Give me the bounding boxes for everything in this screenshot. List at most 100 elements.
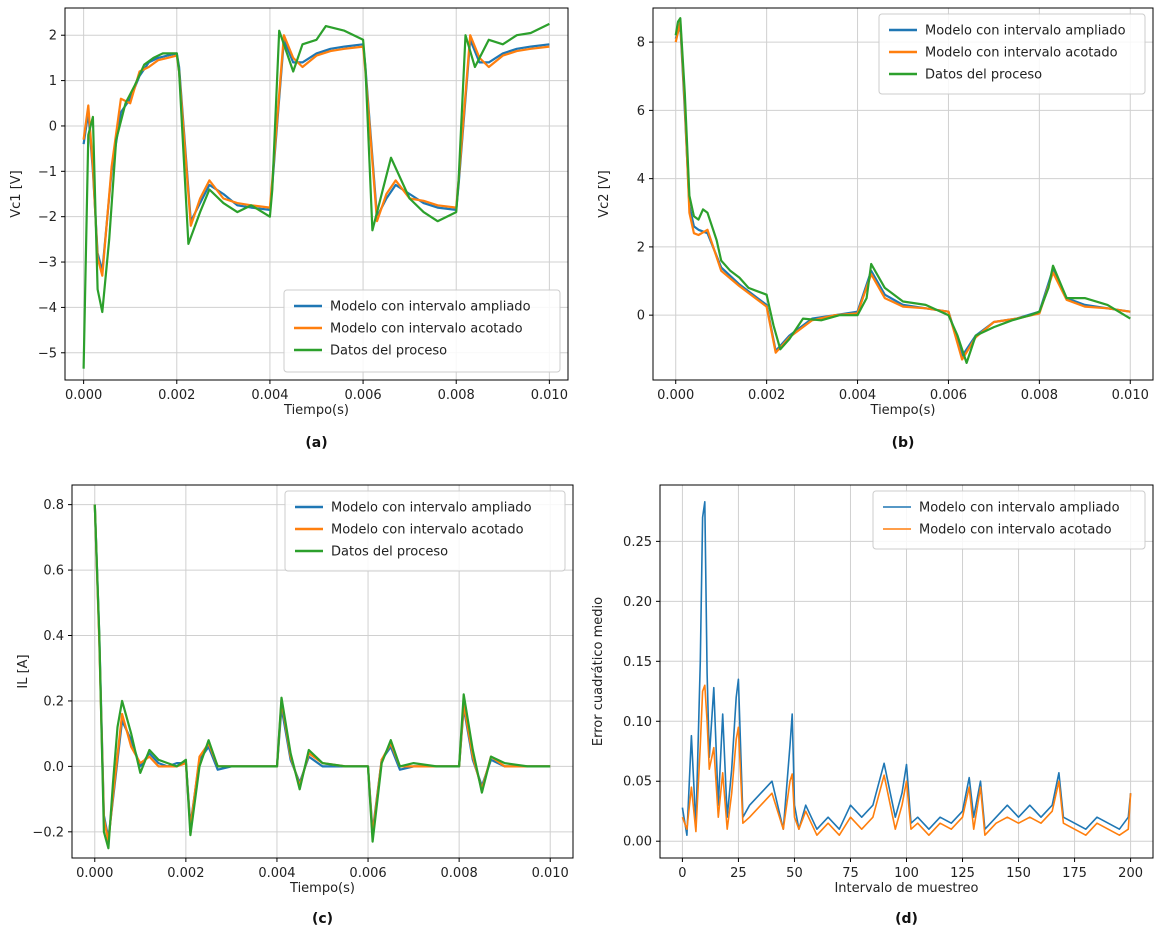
y-tick-label: 0.10 (623, 715, 652, 730)
series-line-ampliado (82, 38, 550, 273)
legend-entry: Modelo con intervalo acotado (330, 322, 523, 337)
axes-frame (71, 484, 574, 859)
series-line-acotado (82, 34, 550, 277)
axes-frame (64, 7, 569, 381)
series-line-proceso (93, 504, 551, 850)
y-tick-label: 8 (637, 36, 645, 51)
x-tick-label: 200 (1118, 866, 1143, 881)
legend-box (872, 490, 1146, 550)
y-tick-label: 2 (637, 240, 645, 255)
y-axis-label: IL [A] (16, 654, 31, 688)
x-tick-label: 0.008 (438, 388, 475, 403)
y-tick-label: 0.0 (43, 760, 64, 775)
legend-entry: Modelo con intervalo ampliado (330, 300, 531, 315)
y-tick-label: 0.6 (43, 564, 64, 579)
axes-frame (652, 7, 1154, 381)
x-tick-label: 0 (678, 866, 686, 881)
x-tick-label: 0.000 (76, 866, 113, 881)
legend: Modelo con intervalo ampliado Modelo con … (284, 490, 566, 572)
x-axis-label: Tiempo(s) (289, 881, 355, 896)
legend-entry: Modelo con intervalo acotado (919, 523, 1112, 538)
x-tick-label: 0.008 (441, 866, 478, 881)
x-tick-label: 0.004 (258, 866, 295, 881)
y-tick-label: 0.25 (623, 535, 652, 550)
x-axis-label: Tiempo(s) (870, 403, 936, 418)
x-tick-label: 175 (1062, 866, 1087, 881)
x-tick-label: 0.002 (158, 388, 195, 403)
legend-box (283, 289, 561, 373)
y-tick-label: −3 (38, 256, 57, 271)
legend: Modelo con intervalo ampliado Modelo con … (283, 289, 561, 373)
y-tick-label: 4 (637, 172, 645, 187)
x-tick-label: 0.008 (1021, 388, 1058, 403)
legend-entry: Modelo con intervalo ampliado (331, 501, 532, 516)
x-tick-label: 0.006 (930, 388, 967, 403)
legend-entry: Datos del proceso (330, 344, 447, 359)
legend-entry: Modelo con intervalo acotado (925, 46, 1118, 61)
y-tick-label: −5 (38, 346, 57, 361)
x-tick-label: 125 (950, 866, 975, 881)
y-tick-label: −0.2 (32, 825, 64, 840)
panel-caption: (b) (892, 435, 915, 451)
x-tick-label: 0.004 (251, 388, 288, 403)
series-group (93, 504, 551, 850)
x-tick-label: 0.010 (1112, 388, 1149, 403)
series-group (82, 22, 550, 369)
x-tick-label: 0.002 (167, 866, 204, 881)
y-tick-label: 1 (49, 74, 57, 89)
x-tick-label: 100 (894, 866, 919, 881)
y-tick-label: 0.20 (623, 595, 652, 610)
legend-box (878, 13, 1146, 95)
y-tick-label: 0.15 (623, 655, 652, 670)
panel-caption: (c) (312, 911, 333, 927)
legend-entry: Datos del proceso (925, 68, 1042, 83)
legend-entry: Modelo con intervalo ampliado (925, 24, 1126, 39)
y-tick-label: −2 (38, 210, 57, 225)
chart-panel-c: 0.000 0.002 0.004 0.006 0.008 0.010 −0.2 0.0 0.2… (16, 484, 574, 927)
y-axis-label: Vc1 [V] (9, 170, 24, 217)
x-tick-label: 0.010 (532, 866, 569, 881)
y-tick-label: 0 (637, 309, 645, 324)
x-tick-label: 50 (786, 866, 803, 881)
y-tick-label: 6 (637, 104, 645, 119)
x-tick-label: 150 (1006, 866, 1031, 881)
x-tick-label: 0.006 (344, 388, 381, 403)
legend: Modelo con intervalo ampliado Modelo con … (872, 490, 1146, 550)
y-tick-label: 0.05 (623, 775, 652, 790)
y-axis-label: Vc2 [V] (597, 170, 612, 217)
y-tick-label: −1 (38, 165, 57, 180)
x-tick-label: 0.000 (65, 388, 102, 403)
x-tick-label: 0.010 (531, 388, 568, 403)
chart-panel-b: 0.000 0.002 0.004 0.006 0.008 0.010 0 2 4 6 8 Tiemp… (597, 7, 1154, 451)
y-tick-label: 0 (49, 119, 57, 134)
y-tick-label: 0.2 (43, 694, 64, 709)
x-axis-label: Intervalo de muestreo (834, 881, 978, 896)
y-tick-label: 0.8 (43, 498, 64, 513)
y-tick-label: 2 (49, 29, 57, 44)
x-tick-label: 0.000 (657, 388, 694, 403)
x-tick-label: 25 (730, 866, 747, 881)
x-axis-label: Tiempo(s) (283, 403, 349, 418)
panel-caption: (a) (305, 435, 327, 451)
series-group (674, 17, 1131, 364)
chart-panel-a: 0.000 0.002 0.004 0.006 0.008 0.010 −5 −4 −3 −2 −1… (9, 7, 569, 451)
x-tick-label: 0.004 (839, 388, 876, 403)
panel-caption: (d) (895, 911, 918, 927)
y-axis-label: Error cuadrático medio (591, 597, 606, 746)
series-line-acotado (681, 684, 1132, 837)
y-tick-label: 0.4 (43, 629, 64, 644)
series-line-proceso (82, 22, 550, 369)
y-tick-label: −4 (38, 301, 57, 316)
legend-entry: Datos del proceso (331, 545, 448, 560)
series-group (681, 500, 1132, 837)
legend-entry: Modelo con intervalo ampliado (919, 501, 1120, 516)
x-tick-label: 0.006 (349, 866, 386, 881)
legend: Modelo con intervalo ampliado Modelo con … (878, 13, 1146, 95)
chart-panel-d: 0 25 50 75 100 125 150 175 200 0.00 0.05 0.10 0.15 0.… (591, 484, 1154, 927)
series-line-proceso (674, 17, 1131, 364)
legend-entry: Modelo con intervalo acotado (331, 523, 524, 538)
legend-box (284, 490, 566, 572)
x-tick-label: 75 (842, 866, 859, 881)
x-tick-label: 0.002 (748, 388, 785, 403)
